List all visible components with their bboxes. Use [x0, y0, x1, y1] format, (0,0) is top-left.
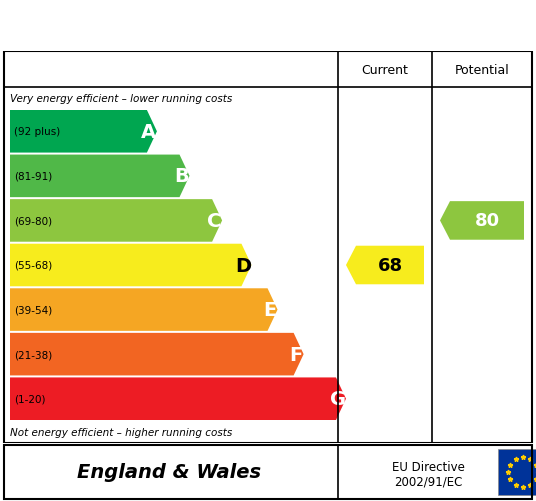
Text: (1-20): (1-20) [14, 394, 46, 404]
Text: (55-68): (55-68) [14, 261, 52, 271]
Text: 80: 80 [474, 212, 500, 230]
Text: E: E [263, 301, 276, 320]
Polygon shape [10, 244, 251, 287]
Text: Energy Efficiency Rating: Energy Efficiency Rating [16, 13, 380, 39]
Text: 68: 68 [377, 257, 403, 275]
Polygon shape [10, 289, 278, 331]
Text: C: C [207, 211, 221, 230]
Text: F: F [289, 345, 302, 364]
Text: 2002/91/EC: 2002/91/EC [394, 474, 462, 487]
Text: (92 plus): (92 plus) [14, 127, 60, 137]
Polygon shape [10, 155, 190, 198]
Text: Current: Current [362, 63, 408, 76]
Text: B: B [174, 167, 189, 186]
Polygon shape [440, 202, 524, 240]
Text: (21-38): (21-38) [14, 349, 52, 359]
Text: England & Wales: England & Wales [77, 462, 261, 481]
Polygon shape [10, 111, 157, 153]
Text: Very energy efficient – lower running costs: Very energy efficient – lower running co… [10, 94, 232, 104]
Text: A: A [142, 123, 157, 141]
Polygon shape [10, 333, 303, 376]
Text: (39-54): (39-54) [14, 305, 52, 315]
Polygon shape [10, 378, 346, 420]
Text: (81-91): (81-91) [14, 171, 52, 181]
Polygon shape [10, 200, 222, 242]
Text: Potential: Potential [455, 63, 509, 76]
Text: D: D [235, 256, 251, 275]
Polygon shape [346, 246, 424, 285]
Text: Not energy efficient – higher running costs: Not energy efficient – higher running co… [10, 427, 232, 437]
Bar [498, 449, 536, 495]
Text: G: G [330, 389, 346, 408]
Text: (69-80): (69-80) [14, 216, 52, 226]
Text: EU Directive: EU Directive [392, 460, 464, 473]
